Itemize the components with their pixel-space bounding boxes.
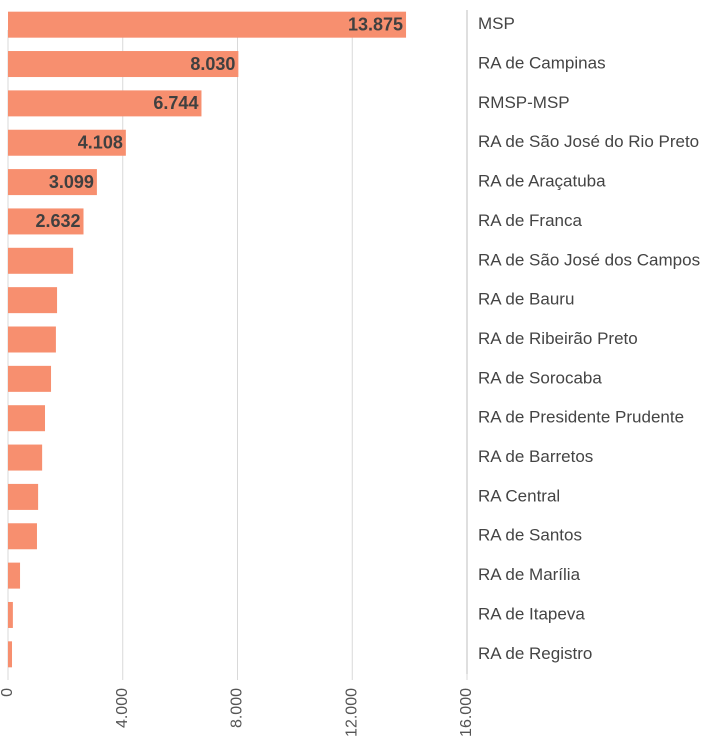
category-label: RA de Santos [478,526,582,545]
value-label: 3.099 [49,172,94,192]
category-label: RA de Bauru [478,290,574,309]
category-label: MSP [478,14,515,33]
bar [8,287,58,314]
category-label: RA de São José dos Campos [478,250,700,269]
bar [8,326,56,353]
bar [8,365,52,392]
x-tick-label: 4.000 [114,688,131,728]
category-label: RA de Franca [478,211,582,230]
value-label: 8.030 [190,54,235,74]
bar [8,11,407,38]
value-label: 2.632 [35,211,80,231]
bar [8,562,21,589]
category-label: RMSP-MSP [478,93,570,112]
x-tick-label: 16.000 [458,688,475,737]
bar [8,444,43,471]
bar [8,601,13,628]
bar [8,208,84,235]
value-label: 4.108 [78,132,123,152]
bar [8,51,239,78]
x-tick-label: 12.000 [343,688,360,737]
value-label: 13.875 [348,14,403,34]
bar [8,169,97,196]
category-label: RA de Araçatuba [478,172,606,191]
category-label: RA de Ribeirão Preto [478,329,638,348]
category-label: RA de Campinas [478,54,606,73]
bar [8,247,74,274]
category-label: RA de Presidente Prudente [478,408,684,427]
category-label: RA de Registro [478,644,592,663]
bar [8,641,13,668]
value-label: 6.744 [153,93,198,113]
bar [8,129,126,156]
category-label: RA de Itapeva [478,604,585,623]
category-label: RA de Marília [478,565,581,584]
category-label: RA de São José do Rio Preto [478,132,699,151]
category-label: RA de Sorocaba [478,368,602,387]
bar [8,90,202,117]
category-label: RA de Barretos [478,447,593,466]
bar [8,405,46,432]
x-tick-label: 0 [0,688,16,697]
category-label: RA Central [478,486,560,505]
x-tick-label: 8.000 [229,688,246,728]
bar [8,523,37,550]
bar [8,483,39,510]
